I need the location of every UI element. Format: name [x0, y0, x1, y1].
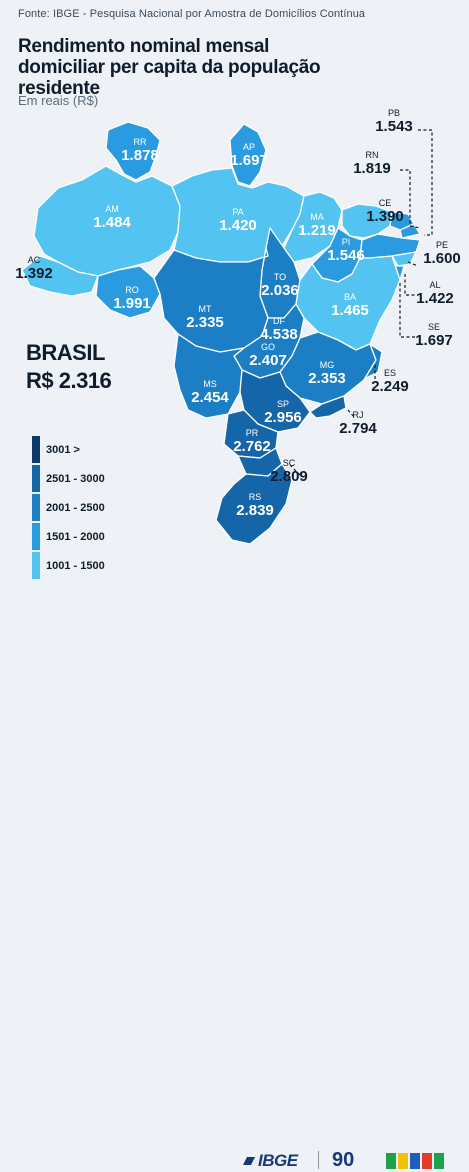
state-value-pa: 1.420	[219, 217, 257, 234]
state-value-sp: 2.956	[264, 409, 302, 426]
leader-lines	[289, 129, 433, 476]
state-value-ma: 1.219	[298, 222, 336, 239]
state-abbr-pr: PR	[246, 428, 259, 438]
state-ac	[21, 255, 99, 297]
state-abbr-pi: PI	[342, 237, 351, 247]
state-value-ro: 1.991	[113, 295, 151, 312]
state-value-pe: 1.600	[423, 250, 461, 267]
state-abbr-mt: MT	[199, 304, 212, 314]
state-abbr-ma: MA	[310, 212, 324, 222]
state-value-go: 2.407	[249, 352, 287, 369]
state-abbr-ro: RO	[125, 285, 139, 295]
legend-item: 3001 >	[32, 436, 142, 463]
legend-label: 2001 - 2500	[46, 501, 105, 514]
state-abbr-pa: PA	[232, 207, 243, 217]
footer-divider	[318, 1151, 319, 1169]
state-abbr-df: DF	[273, 316, 285, 326]
state-value-mg: 2.353	[308, 370, 346, 387]
state-mt	[153, 247, 269, 353]
state-abbr-pb: PB	[388, 108, 400, 118]
state-value-pr: 2.762	[233, 438, 271, 455]
brasil-label: BRASIL	[26, 340, 105, 365]
state-ap	[229, 123, 267, 187]
state-abbr-sp: SP	[277, 399, 289, 409]
state-value-pb: 1.543	[375, 118, 413, 135]
state-value-rr: 1.878	[121, 147, 159, 164]
state-value-ms: 2.454	[191, 389, 229, 406]
brasil-summary: BRASIL R$ 2.316	[26, 340, 112, 394]
legend-swatch	[32, 465, 40, 492]
legend-label: 1501 - 2000	[46, 530, 105, 543]
state-abbr-to: TO	[274, 272, 286, 282]
state-abbr-rr: RR	[134, 137, 147, 147]
state-ro	[95, 265, 161, 319]
map-title: Rendimento nominal mensal domiciliar per…	[18, 36, 321, 99]
state-value-pi: 1.546	[327, 247, 365, 264]
state-value-ap: 1.697	[230, 152, 268, 169]
state-rs	[215, 463, 293, 545]
state-value-sc: 2.809	[270, 468, 308, 485]
state-abbr-ce: CE	[379, 198, 392, 208]
state-abbr-ac: AC	[28, 255, 41, 265]
legend-swatch	[32, 494, 40, 521]
state-abbr-ap: AP	[243, 142, 255, 152]
state-abbr-go: GO	[261, 342, 275, 352]
state-abbr-es: ES	[384, 368, 396, 378]
ibge-logo: IBGE	[258, 1151, 298, 1170]
state-value-rn: 1.819	[353, 160, 391, 177]
state-abbr-rn: RN	[366, 150, 379, 160]
state-value-se: 1.697	[415, 332, 453, 349]
state-abbr-al: AL	[429, 280, 440, 290]
state-rj	[309, 395, 347, 419]
legend-item: 2501 - 3000	[32, 465, 142, 492]
state-value-am: 1.484	[93, 214, 131, 231]
state-value-df: 4.538	[260, 326, 298, 343]
state-abbr-se: SE	[428, 322, 440, 332]
legend: 3001 > 2501 - 3000 2001 - 2500 1501 - 20…	[32, 436, 142, 581]
legend-swatch	[32, 523, 40, 550]
state-ma	[283, 191, 343, 263]
state-value-rj: 2.794	[339, 420, 377, 437]
state-value-ba: 1.465	[331, 302, 369, 319]
state-value-ce: 1.390	[366, 208, 404, 225]
state-value-rs: 2.839	[236, 502, 274, 519]
ninety-years-logo: 90	[332, 1149, 355, 1171]
brasil-value: R$ 2.316	[26, 368, 112, 393]
state-abbr-rs: RS	[249, 492, 262, 502]
state-value-mt: 2.335	[186, 314, 224, 331]
state-es	[363, 343, 383, 381]
legend-label: 1001 - 1500	[46, 559, 105, 572]
state-value-al: 1.422	[416, 290, 454, 307]
government-logo-icon	[386, 1153, 444, 1169]
state-abbr-mg: MG	[320, 360, 335, 370]
legend-swatch	[32, 436, 40, 463]
legend-label: 3001 >	[46, 443, 80, 456]
footer: IBGE 90	[0, 573, 469, 1171]
source-note: Fonte: IBGE - Pesquisa Nacional por Amos…	[18, 8, 366, 20]
legend-swatch	[32, 552, 40, 579]
ibge-logo-icon	[243, 1157, 255, 1165]
state-abbr-rj: RJ	[353, 410, 364, 420]
legend-label: 2501 - 3000	[46, 472, 105, 485]
state-abbr-pe: PE	[436, 240, 448, 250]
state-value-to: 2.036	[261, 282, 299, 299]
map-subtitle: Em reais (R$)	[18, 93, 99, 108]
state-abbr-ms: MS	[203, 379, 217, 389]
state-value-ac: 1.392	[15, 265, 53, 282]
state-rr	[105, 121, 161, 181]
legend-item: 1001 - 1500	[32, 552, 142, 579]
legend-item: 1501 - 2000	[32, 523, 142, 550]
state-abbr-ba: BA	[344, 292, 356, 302]
state-abbr-am: AM	[105, 204, 119, 214]
state-abbr-sc: SC	[283, 458, 296, 468]
state-pb	[399, 223, 421, 239]
state-ce	[341, 203, 393, 239]
state-value-es: 2.249	[371, 378, 409, 395]
legend-item: 2001 - 2500	[32, 494, 142, 521]
